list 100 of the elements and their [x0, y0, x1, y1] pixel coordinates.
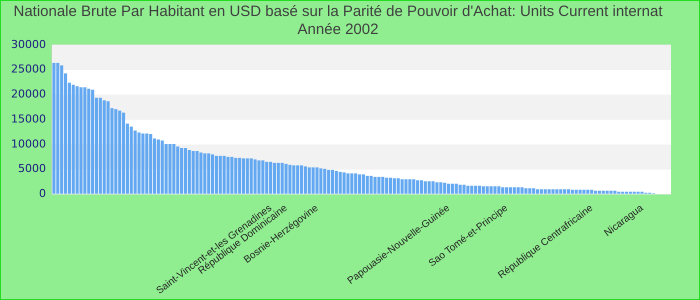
bar	[168, 144, 172, 194]
bar	[388, 178, 392, 194]
bar	[582, 190, 586, 194]
bar	[450, 184, 454, 194]
bar	[512, 187, 516, 194]
bar	[606, 190, 609, 194]
y-tick-label: 0	[38, 187, 46, 200]
bar	[497, 186, 500, 194]
y-tick-label: 30000	[10, 38, 46, 51]
bar	[505, 187, 508, 194]
bar	[373, 176, 377, 194]
bar	[466, 186, 470, 194]
bar	[602, 190, 605, 194]
bar	[261, 160, 264, 194]
bar	[327, 170, 330, 194]
bar	[508, 187, 512, 194]
bar	[238, 158, 242, 194]
bar	[392, 178, 396, 194]
bar	[257, 160, 261, 194]
bar	[400, 179, 404, 194]
bar	[226, 156, 230, 194]
bar	[269, 162, 272, 194]
text: Nationale Brute Par Habitant en USD basé sur la Parité de Pouvoir d'Achat: Units Current internat	[13, 3, 663, 20]
bar	[184, 148, 188, 194]
bar	[578, 190, 582, 194]
bar	[424, 181, 427, 194]
bar	[362, 174, 365, 194]
bar	[304, 166, 307, 194]
bar	[493, 186, 497, 194]
bar	[544, 189, 547, 194]
bar	[250, 158, 253, 194]
bar	[416, 180, 420, 194]
bar	[207, 153, 210, 194]
bar	[482, 186, 485, 194]
bar	[412, 179, 416, 194]
bar	[164, 144, 168, 194]
bar	[404, 179, 408, 194]
bar	[319, 168, 322, 194]
bar	[203, 153, 206, 194]
bar	[130, 126, 133, 194]
bar	[338, 172, 342, 194]
bar	[160, 140, 164, 194]
bar	[292, 165, 296, 194]
bar	[439, 182, 442, 194]
bar	[230, 156, 234, 194]
bar	[52, 62, 56, 194]
bar	[474, 186, 478, 194]
bar	[196, 150, 199, 194]
bar	[145, 134, 148, 194]
bar	[342, 172, 346, 194]
bar	[218, 156, 222, 194]
bar	[377, 176, 380, 194]
bar	[122, 112, 126, 194]
bar	[134, 130, 137, 194]
bar	[346, 173, 350, 194]
bar	[87, 88, 90, 194]
bar	[56, 62, 60, 194]
bar	[300, 165, 304, 194]
bar	[470, 186, 474, 194]
bar	[276, 162, 280, 194]
bar	[60, 65, 64, 194]
bar	[149, 134, 152, 194]
bar	[91, 90, 94, 194]
bar	[288, 164, 292, 194]
y-tick-label: 5000	[18, 162, 46, 176]
bar	[334, 170, 338, 194]
bar	[408, 179, 412, 194]
bar	[594, 190, 598, 194]
y-tick-label: 15000	[10, 112, 46, 126]
bar	[141, 134, 144, 194]
bar	[598, 190, 601, 194]
bar	[381, 176, 384, 194]
bar	[462, 184, 466, 194]
bar	[222, 156, 226, 194]
bar	[265, 162, 268, 194]
bar	[586, 190, 590, 194]
bar	[83, 87, 86, 194]
bar	[180, 148, 184, 194]
bar	[516, 187, 520, 194]
bar	[613, 190, 616, 194]
bar	[458, 184, 462, 194]
bar	[246, 158, 249, 194]
bar	[385, 178, 388, 194]
bar	[609, 190, 613, 194]
bar	[114, 109, 118, 194]
bar	[254, 159, 257, 194]
bar	[102, 100, 106, 194]
bar	[272, 162, 276, 194]
bar	[172, 144, 176, 194]
bar	[420, 180, 424, 194]
bar	[330, 170, 334, 194]
bar	[312, 167, 315, 194]
text: Année 2002	[298, 21, 378, 38]
bar	[446, 184, 450, 194]
bar	[490, 186, 493, 194]
bar	[234, 158, 238, 194]
bar	[137, 132, 141, 194]
bar	[98, 98, 102, 194]
bar	[574, 190, 578, 194]
bar	[370, 176, 373, 194]
